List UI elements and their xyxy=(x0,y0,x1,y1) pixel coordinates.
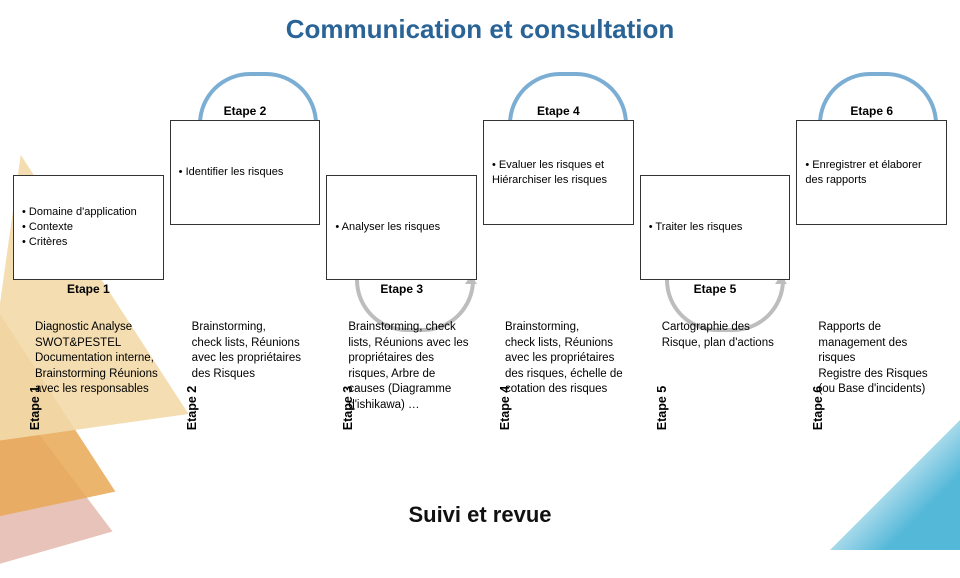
detail-text: Rapports de management des risquesRegist… xyxy=(818,320,943,398)
detail-text: Diagnostic Analyse SWOT&PESTEL Documenta… xyxy=(35,320,160,398)
detail-row: Etape 1 Diagnostic Analyse SWOT&PESTEL D… xyxy=(10,320,950,496)
detail-cell-2: Etape 2 Brainstorming, check lists, Réun… xyxy=(170,320,321,496)
detail-text: Brainstorming, check lists, Réunions ave… xyxy=(348,320,473,413)
detail-text: Brainstorming, check lists, Réunions ave… xyxy=(192,320,317,382)
detail-cell-4: Etape 4 Brainstorming,check lists, Réuni… xyxy=(483,320,634,496)
detail-cell-6: Etape 6 Rapports de management des risqu… xyxy=(796,320,947,496)
step-text: • Domaine d'application• Contexte• Critè… xyxy=(22,205,155,250)
footer-title: Suivi et revue xyxy=(0,502,960,528)
step-label: Etape 5 xyxy=(641,281,790,297)
step-box-6: Etape 6 • Enregistrer et élaborer des ra… xyxy=(796,120,947,225)
step-label: Etape 3 xyxy=(327,281,476,297)
detail-vlabel: Etape 5 xyxy=(653,386,670,430)
detail-text: Brainstorming,check lists, Réunions avec… xyxy=(505,320,630,398)
step-label: Etape 4 xyxy=(484,103,633,119)
step-box-5: Etape 5 • Traiter les risques xyxy=(640,175,791,280)
step-text: • Identifier les risques xyxy=(179,165,312,180)
detail-cell-5: Etape 5 Cartographie des Risque, plan d'… xyxy=(640,320,791,496)
detail-text: Cartographie des Risque, plan d'actions xyxy=(662,320,787,351)
process-row: Etape 1 • Domaine d'application• Context… xyxy=(10,120,950,280)
detail-cell-1: Etape 1 Diagnostic Analyse SWOT&PESTEL D… xyxy=(13,320,164,496)
step-label: Etape 2 xyxy=(171,103,320,119)
step-label: Etape 1 xyxy=(14,281,163,297)
step-text: • Analyser les risques xyxy=(335,220,468,235)
step-text: • Traiter les risques xyxy=(649,220,782,235)
step-box-1: Etape 1 • Domaine d'application• Context… xyxy=(13,175,164,280)
detail-vlabel: Etape 2 xyxy=(183,386,200,430)
detail-vlabel: Etape 3 xyxy=(340,386,357,430)
step-text: • Enregistrer et élaborer des rapports xyxy=(805,158,938,188)
detail-vlabel: Etape 4 xyxy=(497,386,514,430)
step-label: Etape 6 xyxy=(797,103,946,119)
step-box-4: Etape 4 • Evaluer les risques et Hiérarc… xyxy=(483,120,634,225)
step-box-3: Etape 3 • Analyser les risques xyxy=(326,175,477,280)
step-box-2: Etape 2 • Identifier les risques xyxy=(170,120,321,225)
detail-vlabel: Etape 6 xyxy=(810,386,827,430)
detail-vlabel: Etape 1 xyxy=(27,386,44,430)
detail-cell-3: Etape 3 Brainstorming, check lists, Réun… xyxy=(326,320,477,496)
page-title: Communication et consultation xyxy=(0,14,960,45)
step-text: • Evaluer les risques et Hiérarchiser le… xyxy=(492,158,625,188)
